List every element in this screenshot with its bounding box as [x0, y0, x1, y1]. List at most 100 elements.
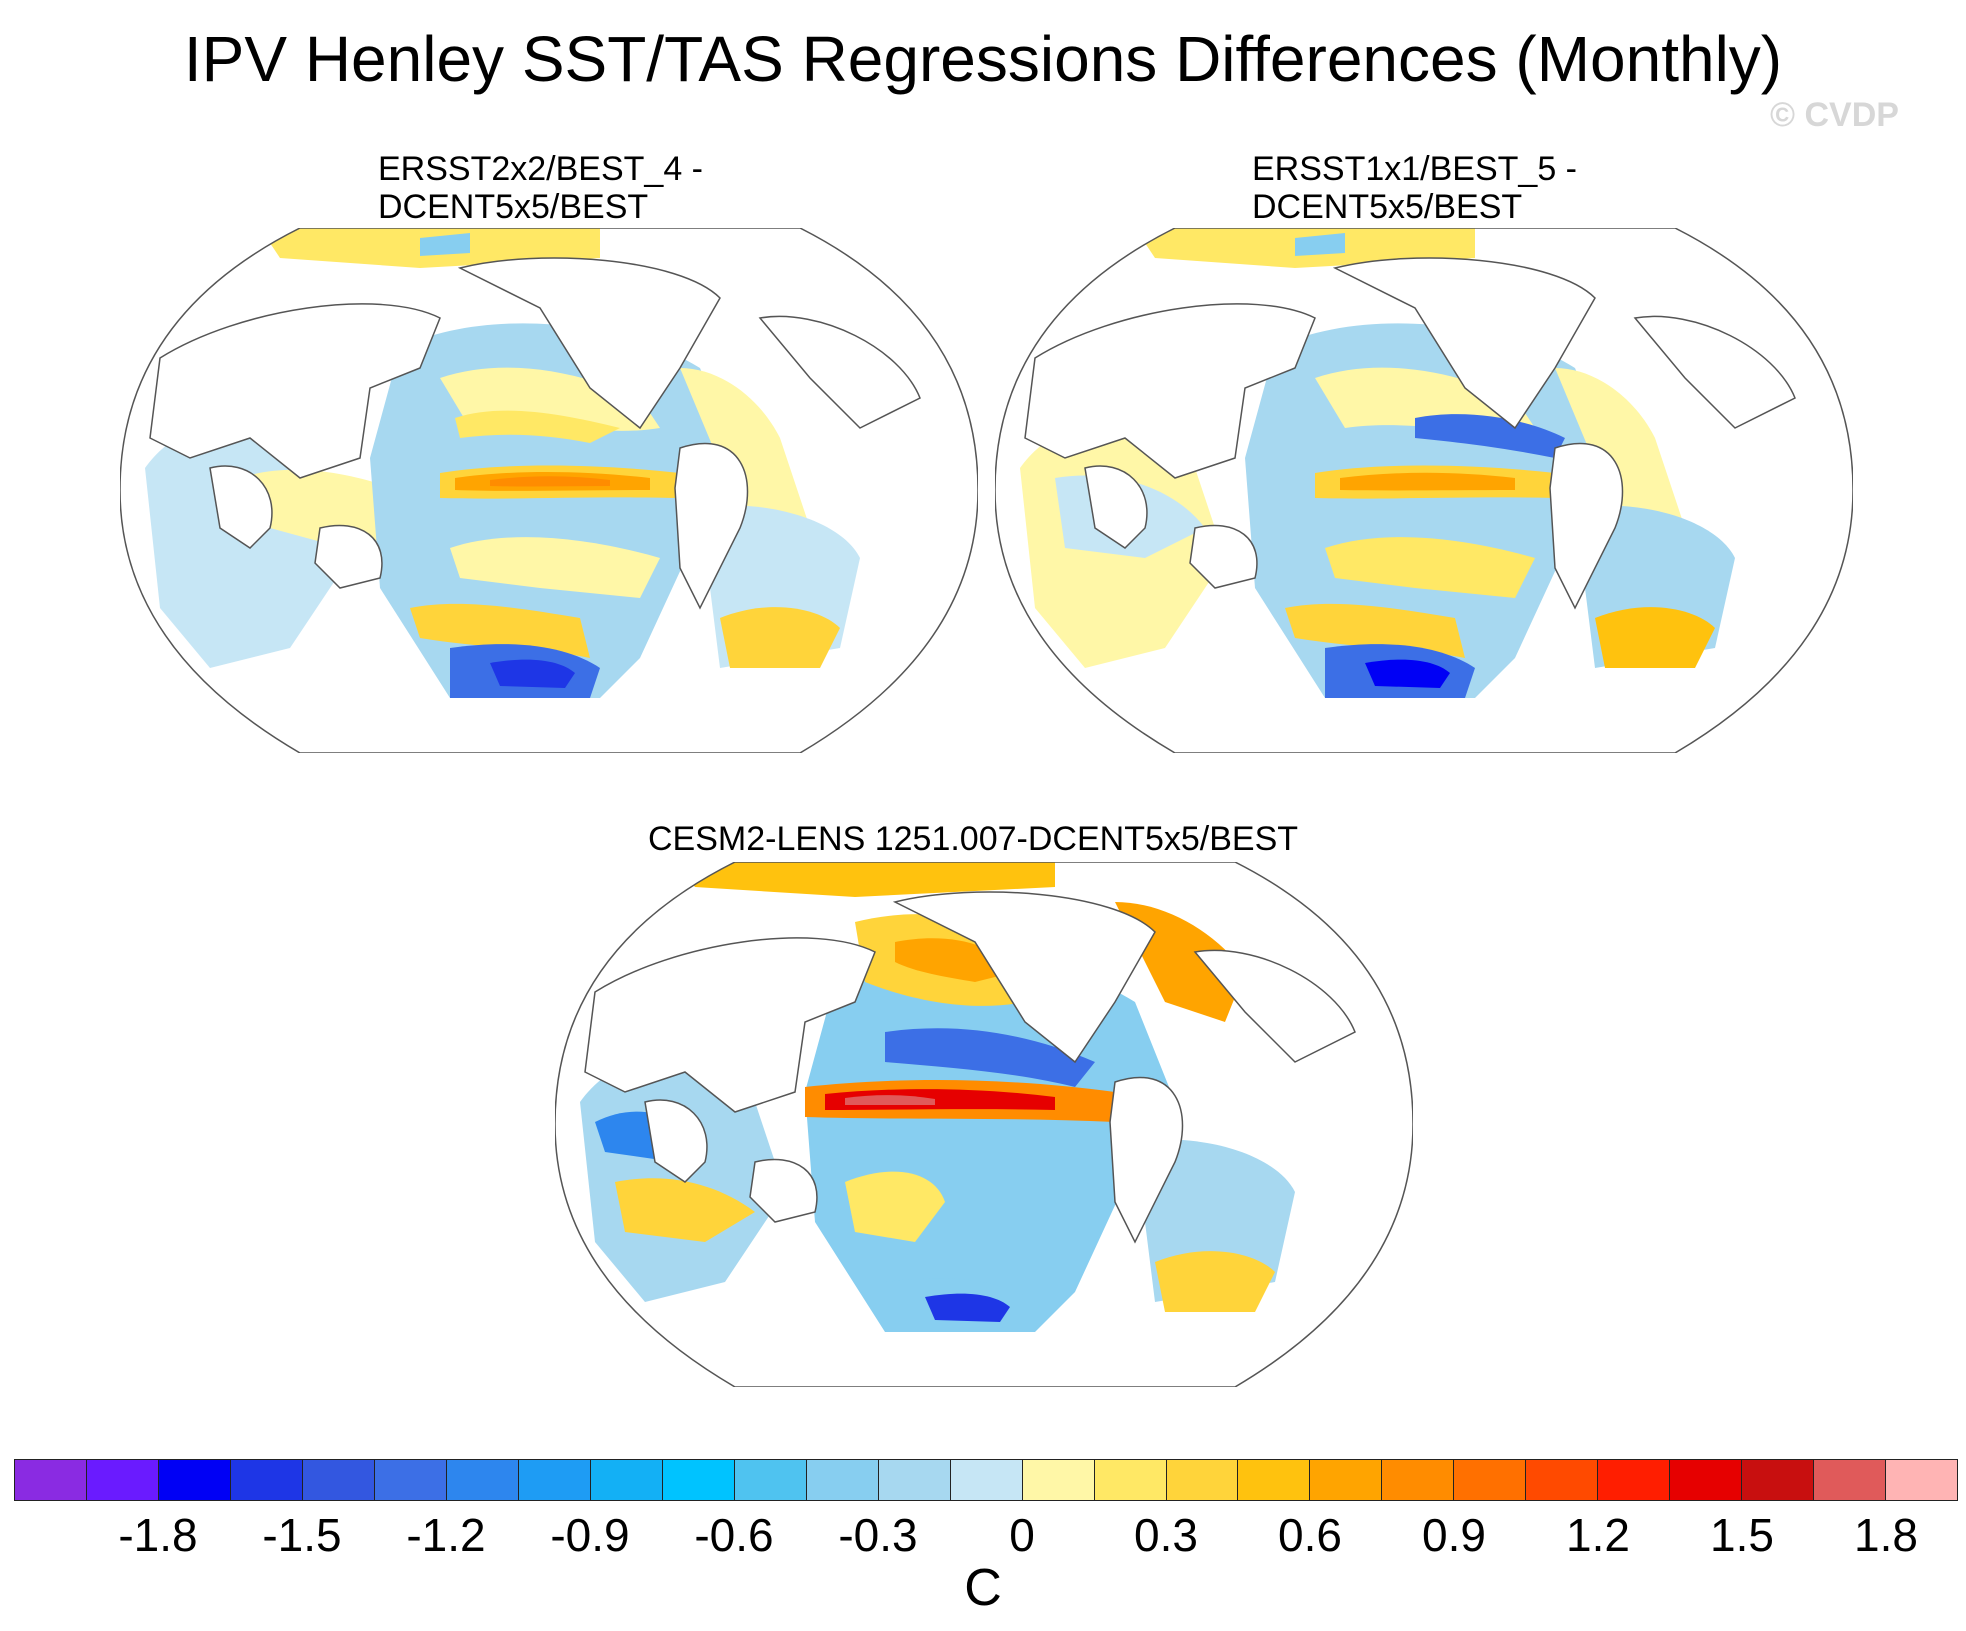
equatorial-max	[845, 1095, 935, 1105]
cvdp-watermark: © CVDP	[1770, 96, 1899, 134]
south-america-landmass	[1549, 442, 1624, 610]
colorbar	[14, 1459, 1958, 1501]
panel-1-map	[120, 228, 978, 753]
south-indian-warm-patch	[615, 1178, 755, 1242]
colorbar-box	[1742, 1460, 1815, 1500]
colorbar-box	[446, 1460, 519, 1500]
colorbar-box	[1886, 1460, 1958, 1500]
colorbar-tick-label: 0.3	[1134, 1509, 1198, 1561]
panel-2-title: ERSST1x1/BEST_5 - DCENT5x5/BEST	[1252, 150, 1577, 226]
south-pacific-warm-streak	[450, 537, 660, 598]
southern-ocean-cold-core	[490, 659, 575, 688]
colorbar-tick-label: -1.8	[118, 1509, 198, 1561]
antarctica-landmass	[995, 698, 1853, 753]
equatorial-core	[1340, 472, 1515, 491]
colorbar-tick-label: 0.9	[1422, 1509, 1486, 1561]
panel-3-title: CESM2-LENS 1251.007-DCENT5x5/BEST	[648, 820, 1298, 858]
colorbar-box	[1454, 1460, 1527, 1500]
arctic-cool-patch	[1295, 233, 1345, 256]
eurasia-landmass	[1024, 303, 1316, 479]
colorbar-box	[1022, 1460, 1095, 1500]
equatorial-max	[490, 476, 610, 487]
colorbar-tick-label: -1.2	[406, 1509, 486, 1561]
antarctica-landmass	[555, 1332, 1413, 1387]
panel-2-title-line-1: ERSST1x1/BEST_5 -	[1252, 150, 1578, 188]
north-pacific-yellow-streak	[455, 410, 620, 443]
eurasia-landmass	[584, 937, 876, 1113]
colorbar-box	[734, 1460, 807, 1500]
south-atlantic-warm-band	[1595, 607, 1715, 668]
colorbar-box	[374, 1460, 447, 1500]
southern-ocean-cold-core	[925, 1293, 1010, 1322]
south-pacific-orange-band	[410, 603, 590, 658]
panel-3-map	[555, 862, 1413, 1387]
north-pacific-warm-patch	[1315, 367, 1535, 431]
colorbar-box	[590, 1460, 663, 1500]
colorbar-box	[1526, 1460, 1599, 1500]
north-america-landmass	[1332, 257, 1596, 430]
africa-landmass	[1084, 465, 1148, 549]
colorbar-box	[1670, 1460, 1743, 1500]
colorbar-tick-label: 1.5	[1710, 1509, 1774, 1561]
colorbar-box	[302, 1460, 375, 1500]
colorbar-box	[1814, 1460, 1887, 1500]
south-pacific-warm-streak	[1325, 537, 1535, 598]
south-pacific-orange-band	[1285, 603, 1465, 658]
panel-2-map-border	[995, 228, 1853, 753]
northeast-pacific-cold-streak	[1415, 414, 1565, 458]
colorbar-box	[806, 1460, 879, 1500]
arctic-warm-strip	[675, 862, 1055, 897]
colorbar-box	[230, 1460, 303, 1500]
colorbar-box	[1094, 1460, 1167, 1500]
panel-1-title-line-2: DCENT5x5/BEST	[378, 188, 649, 226]
colorbar-tick-label: -0.6	[694, 1509, 774, 1561]
panel-1-map-border	[120, 228, 978, 753]
figure-title: IPV Henley SST/TAS Regressions Differenc…	[183, 23, 1783, 95]
colorbar-box	[1598, 1460, 1671, 1500]
antarctica-landmass	[120, 698, 978, 753]
panel-2-map	[995, 228, 1853, 753]
colorbar-box	[1382, 1460, 1455, 1500]
southern-ocean-cold-core	[1365, 659, 1450, 688]
colorbar-box	[15, 1460, 87, 1500]
panel-2-title-line-2: DCENT5x5/BEST	[1252, 188, 1523, 226]
colorbar-tick-label: 0.6	[1278, 1509, 1342, 1561]
north-america-landmass	[457, 257, 721, 430]
colorbar-tick-label: -0.9	[550, 1509, 630, 1561]
colorbar-tick-label: 1.8	[1854, 1509, 1918, 1561]
colorbar-box	[878, 1460, 951, 1500]
eurasia-landmass	[149, 303, 441, 479]
arctic-cool-patch	[420, 233, 470, 256]
africa-landmass	[209, 465, 273, 549]
australia-landmass	[749, 1158, 818, 1223]
australia-landmass	[1189, 524, 1258, 589]
panel-3-title-line-1: CESM2-LENS 1251.007-DCENT5x5/BEST	[648, 820, 1299, 858]
south-pacific-warm-patch	[845, 1171, 945, 1242]
colorbar-tick-label: -0.3	[838, 1509, 918, 1561]
colorbar-box	[158, 1460, 231, 1500]
south-atlantic-warm-band	[720, 607, 840, 668]
europe-landmass	[758, 315, 921, 429]
colorbar-box	[662, 1460, 735, 1500]
south-america-landmass	[1109, 1076, 1184, 1244]
subtropical-pacific-cold-band	[885, 1028, 1095, 1087]
south-america-landmass	[674, 442, 749, 610]
colorbar-units: C	[964, 1559, 1002, 1617]
colorbar-box	[950, 1460, 1023, 1500]
africa-landmass	[644, 1099, 708, 1183]
panel-1-title-line-1: ERSST2x2/BEST_4 -	[378, 150, 704, 188]
colorbar-box	[518, 1460, 591, 1500]
north-america-landmass	[892, 891, 1156, 1064]
colorbar-box	[86, 1460, 159, 1500]
europe-landmass	[1193, 949, 1356, 1063]
south-atlantic-warm-band	[1155, 1251, 1275, 1312]
colorbar-box	[1238, 1460, 1311, 1500]
colorbar-tick-label: 0	[1009, 1509, 1035, 1561]
colorbar-tick-label: -1.5	[262, 1509, 342, 1561]
panel-1-title: ERSST2x2/BEST_4 - DCENT5x5/BEST	[378, 150, 703, 226]
australia-landmass	[314, 524, 383, 589]
panel-3-map-border	[555, 862, 1413, 1387]
colorbar-tick-label: 1.2	[1566, 1509, 1630, 1561]
europe-landmass	[1633, 315, 1796, 429]
colorbar-box	[1310, 1460, 1383, 1500]
